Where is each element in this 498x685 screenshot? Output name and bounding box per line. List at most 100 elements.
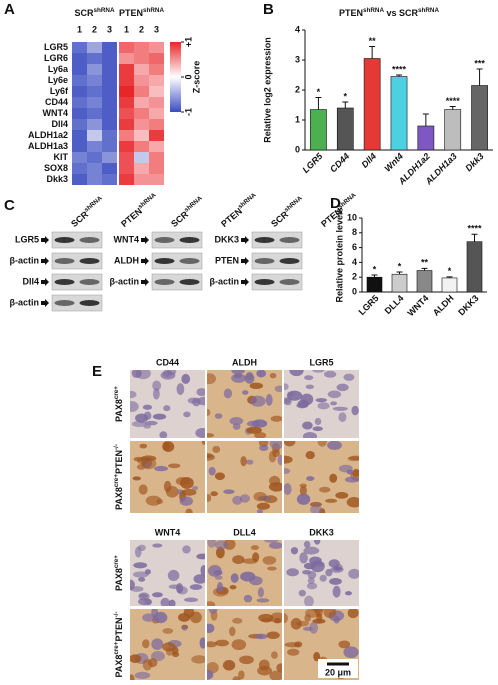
cell [200, 565, 205, 576]
cell [130, 579, 135, 591]
cell [274, 385, 282, 393]
cell [192, 486, 199, 491]
cell [319, 486, 331, 493]
blot [251, 273, 303, 291]
cell [151, 592, 163, 598]
heatmap-cell [134, 86, 149, 97]
heatmap-cell [87, 97, 102, 108]
heatmap-cell [87, 130, 102, 141]
colorbar-tick-label: 0 [183, 74, 193, 79]
cell [207, 453, 215, 461]
heatmap-cell [102, 53, 117, 64]
heatmap-cell [87, 174, 102, 185]
heatmap-cell [134, 97, 149, 108]
cell [152, 413, 167, 420]
heatmap-cell [119, 42, 134, 53]
cell [212, 445, 221, 454]
cell [325, 568, 333, 577]
error-bar [371, 274, 378, 278]
micrograph [207, 441, 282, 513]
cell [238, 670, 245, 680]
cell [207, 669, 214, 680]
cell [240, 571, 256, 582]
cell [239, 655, 254, 665]
text-part: shRNA [363, 7, 384, 14]
band [254, 258, 275, 264]
cell [223, 489, 235, 495]
cell [309, 621, 319, 634]
blot-label: β-actin [210, 276, 240, 286]
cell [143, 424, 152, 429]
lane-header: SCRshRNA [269, 195, 307, 230]
x-tick-label: DKK3 [456, 293, 480, 317]
cell [185, 508, 193, 513]
heatmap-cell [72, 64, 87, 75]
cell [314, 540, 321, 545]
bar [417, 125, 435, 151]
band [54, 258, 75, 264]
cell [232, 495, 243, 505]
cell [343, 373, 355, 381]
arrow [141, 278, 149, 286]
text-part: shRNA [83, 195, 104, 214]
blot-label: PTEN [215, 255, 239, 265]
column-title: DKK3 [309, 527, 334, 537]
x-tick-label: DLL4 [383, 293, 406, 316]
blot-label: DKK3 [214, 234, 239, 244]
cell [258, 613, 274, 622]
blot [151, 231, 203, 249]
cell [257, 587, 264, 598]
cell [131, 370, 142, 378]
cell [290, 547, 299, 555]
cell [137, 457, 148, 465]
heatmap-cell [102, 119, 117, 130]
blot-label: ALDH [114, 255, 139, 265]
y-tick-label: 6 [352, 242, 357, 252]
cell [314, 561, 325, 567]
cell [152, 380, 162, 391]
cell [305, 451, 315, 460]
heatmap-cell [134, 130, 149, 141]
heatmap-cell [102, 130, 117, 141]
cell [277, 454, 282, 466]
arrow [41, 236, 49, 244]
row-label: PAX8cre+PTEN-/- [113, 444, 124, 510]
cell [304, 595, 314, 606]
text-part: shRNA [137, 192, 158, 211]
heatmap-cell [134, 174, 149, 185]
heatmap-cell [149, 174, 164, 185]
cell [351, 405, 359, 416]
column-label: 2 [92, 24, 97, 34]
heatmap-cell [149, 163, 164, 174]
heatmap-cell [72, 152, 87, 163]
band [79, 258, 100, 264]
row-label: PAX8cre+ [113, 386, 124, 422]
text-part: shRNA [418, 7, 439, 14]
heatmap-cell [87, 64, 102, 75]
cell [183, 411, 191, 418]
blot-label: Dll4 [22, 276, 39, 286]
cell [286, 568, 299, 577]
row-label: Dll4 [51, 119, 68, 129]
error-bar [315, 97, 322, 110]
heatmap-cell [149, 108, 164, 119]
cell [196, 553, 205, 560]
cell [242, 390, 249, 395]
cell [207, 433, 215, 438]
row-label: PAX8cre+PTEN-/- [113, 612, 124, 678]
cell [332, 406, 348, 411]
cell [193, 574, 205, 584]
heatmap-cell [87, 86, 102, 97]
bar [471, 85, 488, 151]
bar [416, 270, 433, 293]
cell [222, 659, 236, 671]
heatmap-cell [102, 108, 117, 119]
cell [324, 370, 337, 378]
cell [132, 571, 149, 578]
cell [250, 545, 260, 551]
band [154, 258, 175, 264]
cell [268, 542, 282, 549]
cell [256, 370, 266, 378]
cell [348, 568, 359, 579]
